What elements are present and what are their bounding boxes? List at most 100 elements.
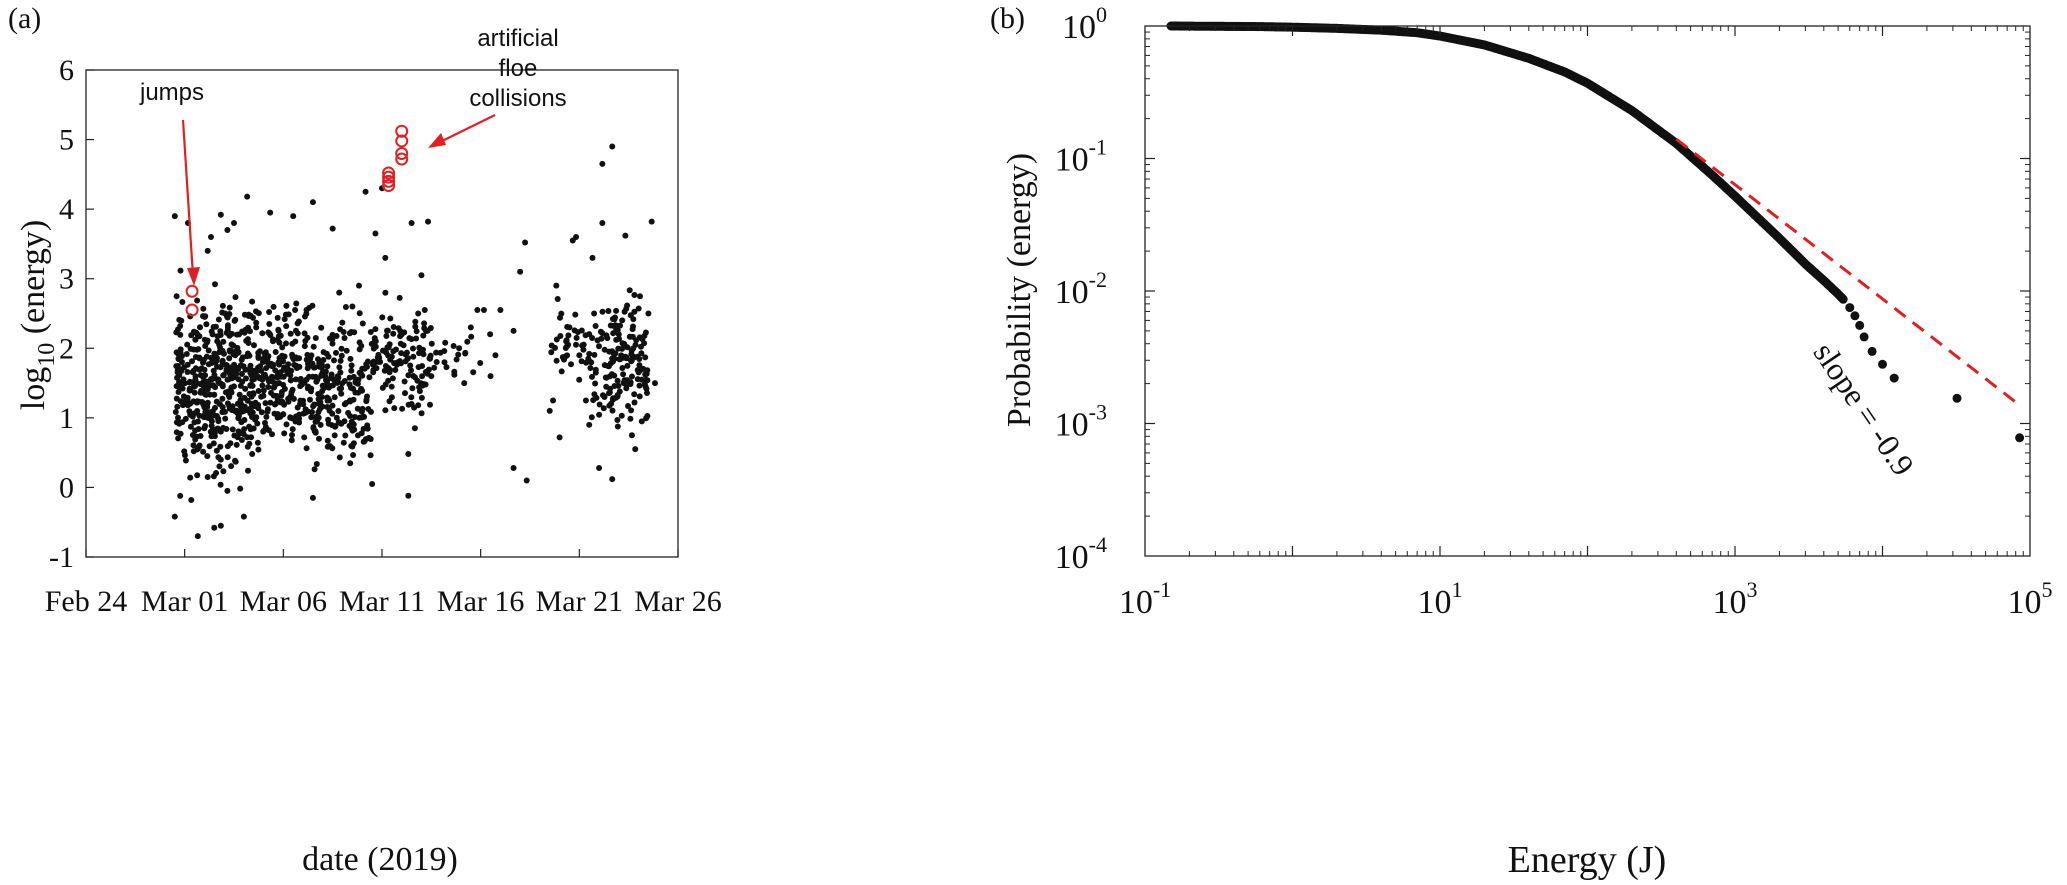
energy-point (492, 352, 499, 359)
energy-point (632, 341, 639, 348)
energy-point (421, 307, 428, 314)
energy-point (383, 333, 390, 339)
energy-point (329, 336, 336, 343)
jumps-annotation: jumps (139, 79, 204, 286)
energy-point (215, 415, 222, 422)
energy-point (399, 405, 406, 412)
energy-point (196, 412, 203, 419)
energy-point (631, 292, 638, 298)
probability-point (1889, 373, 1899, 383)
energy-point (296, 355, 303, 362)
panel-a-x-tick-label: Feb 24 (45, 585, 128, 618)
probability-point (1867, 346, 1877, 356)
energy-point (558, 368, 565, 375)
energy-point (451, 371, 458, 378)
collision-event-marker (382, 178, 396, 192)
energy-point (642, 354, 649, 361)
energy-point (231, 383, 237, 390)
energy-point (645, 310, 652, 317)
energy-point (214, 425, 221, 432)
energy-point (320, 349, 327, 356)
energy-point (420, 332, 427, 339)
energy-point (374, 354, 381, 361)
energy-point (217, 211, 224, 218)
energy-point (279, 344, 286, 351)
panel-a-y-tick-label: 0 (59, 471, 74, 504)
energy-point (266, 309, 273, 315)
energy-point (203, 391, 210, 398)
energy-point (204, 453, 211, 460)
energy-point (552, 344, 558, 351)
energy-point (317, 399, 324, 406)
energy-point (613, 336, 620, 343)
energy-point (333, 349, 339, 356)
energy-point (619, 317, 626, 324)
energy-point (324, 363, 331, 370)
energy-point (336, 454, 343, 461)
energy-point (300, 397, 307, 404)
energy-point (406, 335, 413, 342)
energy-point (644, 390, 650, 396)
energy-point (609, 348, 615, 355)
energy-point (588, 359, 595, 366)
energy-point (339, 380, 346, 387)
energy-point (629, 326, 636, 333)
energy-point (232, 316, 239, 323)
energy-point (294, 320, 301, 327)
energy-point (177, 267, 184, 274)
energy-point (179, 299, 186, 305)
energy-point (382, 347, 389, 354)
energy-point (190, 442, 197, 449)
energy-point (318, 364, 325, 371)
energy-point (232, 458, 239, 465)
probability-point (1838, 294, 1848, 304)
energy-point (367, 436, 374, 442)
energy-point (366, 374, 373, 381)
energy-point (565, 332, 572, 339)
energy-point (283, 340, 289, 347)
energy-point (175, 435, 182, 442)
energy-point (194, 472, 201, 479)
energy-point (352, 389, 359, 396)
energy-point (243, 375, 249, 382)
energy-point (643, 376, 650, 383)
energy-point (596, 464, 603, 471)
collision-event-marker (395, 152, 409, 166)
energy-point (433, 359, 440, 365)
energy-point (355, 376, 362, 383)
energy-point (625, 403, 631, 409)
energy-point (341, 418, 348, 425)
energy-point (270, 361, 277, 368)
energy-point (591, 310, 598, 317)
energy-point (474, 307, 481, 314)
panel-a-plot-area (171, 124, 658, 540)
energy-point (314, 376, 321, 383)
energy-point (329, 225, 336, 232)
energy-point (224, 322, 231, 329)
energy-point (287, 377, 294, 384)
collisions-annotation-line3: collisions (469, 85, 566, 112)
energy-point (576, 376, 583, 383)
energy-point (609, 476, 616, 483)
energy-point (265, 384, 272, 390)
panel-b-x-tick-label: 105 (2008, 577, 2053, 621)
energy-point (182, 415, 189, 422)
energy-point (391, 405, 398, 412)
energy-point (289, 426, 296, 433)
panel-a-axes-box (85, 69, 679, 558)
energy-point (591, 351, 598, 358)
energy-point (294, 330, 301, 337)
energy-point (253, 324, 260, 331)
probability-point (1850, 311, 1860, 321)
energy-point (328, 374, 335, 381)
energy-point (477, 360, 484, 366)
panel-b-y-tick-label: 10-4 (1055, 532, 1107, 576)
energy-point (262, 400, 269, 407)
energy-point (348, 367, 355, 374)
energy-point (204, 399, 211, 406)
energy-point (195, 426, 202, 432)
energy-point (338, 385, 345, 392)
collisions-arrow (437, 114, 496, 144)
energy-point (210, 375, 217, 382)
energy-point (247, 408, 254, 414)
